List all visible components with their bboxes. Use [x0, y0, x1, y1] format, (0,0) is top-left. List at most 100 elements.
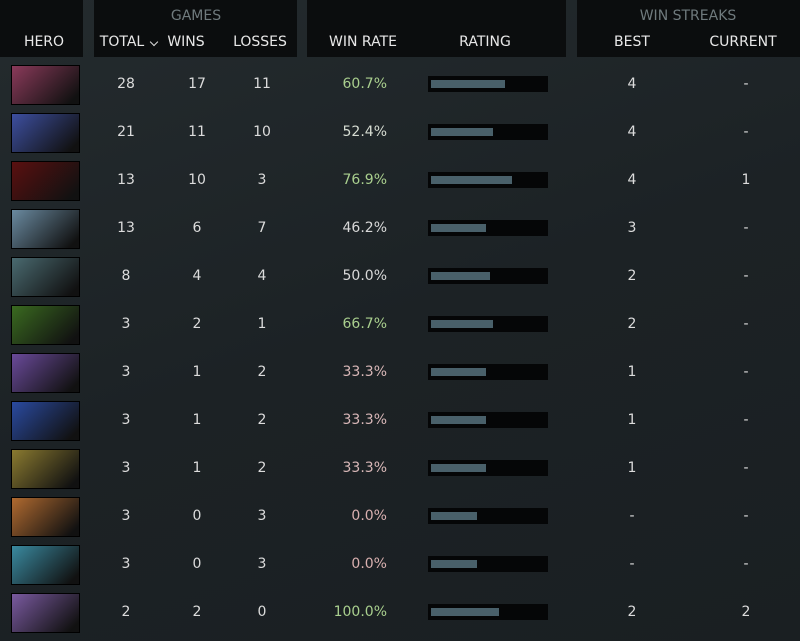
total-cell: 3 — [121, 316, 131, 332]
total-cell: 21 — [117, 124, 135, 140]
hero-portrait[interactable] — [11, 209, 80, 249]
hero-portrait[interactable] — [11, 305, 80, 345]
best-streak-cell: 2 — [627, 268, 637, 284]
best-streak-cell: 1 — [627, 412, 637, 428]
hero-portrait[interactable] — [11, 593, 80, 633]
wins-cell: 0 — [192, 508, 202, 524]
hero-portrait[interactable] — [11, 449, 80, 489]
losses-cell: 2 — [257, 460, 267, 476]
best-streak-cell: 2 — [627, 604, 637, 620]
losses-cell: 4 — [257, 268, 267, 284]
current-streak-cell: - — [743, 556, 749, 572]
group-header: WIN STREAKS — [639, 8, 737, 24]
wins-cell: 0 — [192, 556, 202, 572]
hero-portrait[interactable] — [11, 65, 80, 105]
streaks-panel — [577, 0, 800, 57]
current-streak-cell: - — [743, 364, 749, 380]
rating-bar — [431, 608, 499, 616]
current-streak-cell: - — [743, 220, 749, 236]
wins-cell: 10 — [188, 172, 206, 188]
losses-cell: 1 — [257, 316, 267, 332]
column-header[interactable]: RATING — [459, 34, 511, 50]
rating-bar — [431, 416, 486, 424]
losses-cell: 3 — [257, 508, 267, 524]
hero-portrait[interactable] — [11, 161, 80, 201]
best-streak-cell: 4 — [627, 172, 637, 188]
wins-cell: 11 — [188, 124, 206, 140]
column-header[interactable]: HERO — [23, 34, 65, 50]
total-cell: 2 — [121, 604, 131, 620]
best-streak-cell: - — [629, 556, 635, 572]
wins-cell: 6 — [192, 220, 202, 236]
total-cell: 3 — [121, 508, 131, 524]
hero-panel — [0, 0, 83, 57]
total-cell: 13 — [117, 172, 135, 188]
wins-cell: 1 — [192, 412, 202, 428]
losses-cell: 11 — [253, 76, 271, 92]
current-streak-cell: 2 — [741, 604, 751, 620]
hero-portrait[interactable] — [11, 401, 80, 441]
best-streak-cell: 1 — [627, 364, 637, 380]
column-header[interactable]: LOSSES — [233, 34, 287, 50]
best-streak-cell: 4 — [627, 124, 637, 140]
games-panel — [94, 0, 297, 57]
win-rate-cell: 60.7% — [342, 76, 387, 92]
hero-portrait[interactable] — [11, 113, 80, 153]
column-header[interactable]: WINS — [167, 34, 205, 50]
losses-cell: 2 — [257, 412, 267, 428]
rating-bar — [431, 176, 512, 184]
win-rate-cell: 52.4% — [342, 124, 387, 140]
rating-bar — [431, 464, 486, 472]
win-rate-cell: 76.9% — [342, 172, 387, 188]
current-streak-cell: 1 — [741, 172, 751, 188]
current-streak-cell: - — [743, 124, 749, 140]
rating-bar — [431, 272, 490, 280]
wins-cell: 2 — [192, 604, 202, 620]
win-rate-cell: 46.2% — [342, 220, 387, 236]
rating-bar — [431, 80, 505, 88]
rating-bar — [431, 224, 486, 232]
column-header[interactable]: BEST — [614, 34, 650, 50]
best-streak-cell: 4 — [627, 76, 637, 92]
losses-cell: 7 — [257, 220, 267, 236]
total-cell: 3 — [121, 412, 131, 428]
current-streak-cell: - — [743, 316, 749, 332]
column-header[interactable]: TOTAL — [99, 34, 145, 50]
win-rate-cell: 50.0% — [342, 268, 387, 284]
total-cell: 13 — [117, 220, 135, 236]
rating-panel — [307, 0, 566, 57]
best-streak-cell: 1 — [627, 460, 637, 476]
win-rate-cell: 33.3% — [342, 460, 387, 476]
hero-portrait[interactable] — [11, 353, 80, 393]
losses-cell: 0 — [257, 604, 267, 620]
hero-portrait[interactable] — [11, 545, 80, 585]
wins-cell: 4 — [192, 268, 202, 284]
column-header[interactable]: WIN RATE — [329, 34, 397, 50]
total-cell: 28 — [117, 76, 135, 92]
best-streak-cell: 3 — [627, 220, 637, 236]
wins-cell: 1 — [192, 460, 202, 476]
rating-bar — [431, 368, 486, 376]
current-streak-cell: - — [743, 76, 749, 92]
hero-portrait[interactable] — [11, 497, 80, 537]
rating-bar — [431, 128, 493, 136]
total-cell: 8 — [121, 268, 131, 284]
rating-bar — [431, 560, 477, 568]
column-header[interactable]: CURRENT — [709, 34, 777, 50]
win-rate-cell: 33.3% — [342, 364, 387, 380]
win-rate-cell: 66.7% — [342, 316, 387, 332]
wins-cell: 2 — [192, 316, 202, 332]
hero-portrait[interactable] — [11, 257, 80, 297]
win-rate-cell: 33.3% — [342, 412, 387, 428]
losses-cell: 3 — [257, 172, 267, 188]
win-rate-cell: 100.0% — [333, 604, 387, 620]
best-streak-cell: - — [629, 508, 635, 524]
wins-cell: 17 — [188, 76, 206, 92]
best-streak-cell: 2 — [627, 316, 637, 332]
current-streak-cell: - — [743, 508, 749, 524]
group-header: GAMES — [170, 8, 222, 24]
win-rate-cell: 0.0% — [351, 508, 387, 524]
total-cell: 3 — [121, 556, 131, 572]
rating-bar — [431, 320, 493, 328]
